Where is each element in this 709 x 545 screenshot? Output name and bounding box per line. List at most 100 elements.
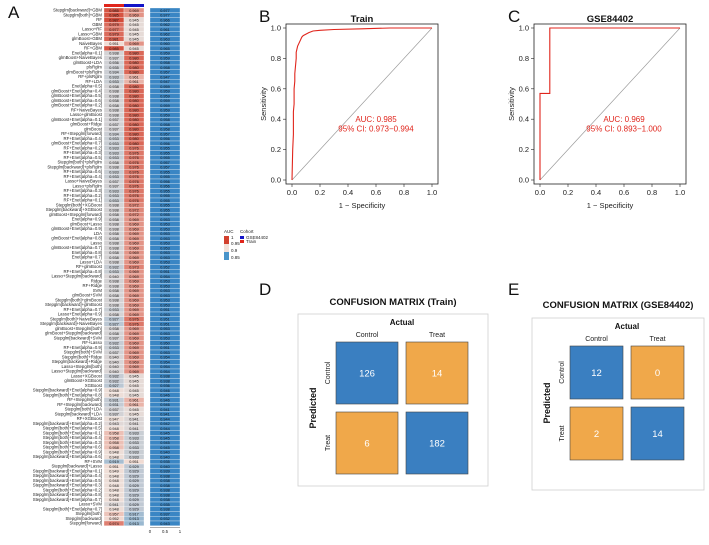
cell-train-value: 0.938 — [109, 303, 119, 307]
auc-heatmap: Stepglm[backward]+GBM 0.985 0.969 0.977 Step… — [33, 4, 182, 534]
bar-mean-value: 0.939 — [160, 470, 170, 474]
row-label: Enet[alpha=0.9] — [72, 217, 102, 222]
cell-gse-value: 0.941 — [129, 427, 139, 431]
bar-mean-value: 0.940 — [160, 465, 170, 469]
bar-mean-value: 0.953 — [160, 218, 170, 222]
row-label: RF+glmBoost — [76, 264, 103, 269]
cell-train-value: 0.933 — [109, 156, 119, 160]
bar-mean-value: 0.946 — [160, 403, 170, 407]
cm-predicted-label: Predicted — [542, 382, 552, 423]
legend-auc-tick-3: 0.9 — [231, 248, 238, 253]
bar-mean-value: 0.945 — [160, 446, 170, 450]
cm-title: CONFUSION MATRIX (GSE84402) — [543, 300, 694, 311]
cell-gse-value: 0.933 — [129, 446, 139, 450]
row-label: RF+Enet[alpha=0.6] — [64, 169, 102, 174]
bar-mean-value: 0.951 — [160, 270, 170, 274]
cm-predicted-label: Predicted — [308, 387, 318, 428]
cell-gse-value: 0.969 — [129, 337, 139, 341]
cell-gse-value: 0.945 — [129, 28, 139, 32]
cell-train-value: 0.938 — [109, 161, 119, 165]
row-label: Stepglm[backward]+Enet[alpha=0.8] — [33, 492, 102, 497]
x-axis-label: 1 − Specificity — [339, 201, 386, 210]
cell-train-value: 0.938 — [109, 99, 119, 103]
row-label: RF+Enet[alpha=0.9] — [64, 345, 102, 350]
cell-gse — [123, 520, 145, 526]
cell-train-value: 0.938 — [109, 327, 119, 331]
y-tick-label: 0.4 — [271, 115, 281, 124]
row-label: Stepglm[backward]+LDA — [55, 411, 103, 416]
cell-train-value: 0.938 — [109, 104, 119, 108]
row-label: NaiveBayes — [79, 41, 102, 46]
row-label: Stepglm[both]+LDA — [65, 407, 103, 412]
cell-gse-value: 0.945 — [129, 389, 139, 393]
row-label: XGBoost — [85, 383, 103, 388]
cell-gse-value: 0.980 — [129, 56, 139, 60]
y-tick-label: 1.0 — [271, 24, 281, 33]
row-label: Stepglm[backward]+Enet[alpha=0.2] — [33, 421, 102, 426]
cell-train-value: 0.933 — [109, 189, 119, 193]
bar-mean-value: 0.956 — [160, 185, 170, 189]
panel-letter-d: D — [259, 280, 271, 299]
cm-cell-value: 2 — [594, 429, 599, 440]
bar-mean-value: 0.955 — [160, 156, 170, 160]
row-label: RF+Enet[alpha=0.5] — [64, 155, 102, 160]
row-label: Stepglm[backward]+Ridge — [52, 359, 103, 364]
cell-train-value: 0.933 — [109, 270, 119, 274]
cell-gse-value: 0.969 — [129, 360, 139, 364]
bar-mean-value: 0.953 — [160, 284, 170, 288]
bar-mean-value: 0.951 — [160, 322, 170, 326]
cell-gse-value: 0.961 — [129, 80, 139, 84]
cell-gse-value: 0.941 — [129, 417, 139, 421]
bar-mean-value: 0.951 — [160, 318, 170, 322]
row-label: RF+Enet[alpha=0.8] — [64, 269, 102, 274]
bar-mean-value: 0.959 — [160, 109, 170, 113]
roc-gse84402-chart: GSE84402 0.0 0.2 0.4 0.6 0.8 1.0 0.0 0.2 0.4 0.6 0.… — [507, 14, 687, 210]
row-label: Stepglm[both]+plsRglm — [57, 160, 102, 165]
row-label: Stepglm[backward]+Enet[alpha=0.1] — [33, 468, 102, 473]
cell-gse-value: 0.969 — [129, 327, 139, 331]
bar-mean-value: 0.956 — [160, 137, 170, 141]
row-label: glmBoost+XGBoost — [64, 378, 102, 383]
cm-cell — [405, 341, 469, 405]
x-tick-label: 0.4 — [591, 188, 601, 197]
cm-cell-value: 0 — [655, 368, 660, 379]
mean-axis-tick: 0 — [149, 529, 152, 534]
cell-train-value: 0.933 — [109, 137, 119, 141]
row-label: glmBoost+Enet[alpha=0.7] — [51, 245, 102, 250]
row-label: Enet[alpha=0.7] — [72, 255, 102, 260]
row-label: Lasso+Stepglm[both] — [62, 364, 103, 369]
cm-cell — [630, 406, 685, 461]
cell-gse-value: 0.945 — [129, 408, 139, 412]
bar-mean-value: 0.953 — [160, 223, 170, 227]
cell-train-value: 0.941 — [109, 503, 119, 507]
cell-gse-value: 0.980 — [129, 118, 139, 122]
x-tick-label: 0.2 — [563, 188, 573, 197]
legend-auc-title: AUC — [224, 229, 234, 234]
cell-train-value: 0.940 — [109, 360, 119, 364]
row-label: Stepglm[backward]+Enet[alpha=0.3] — [33, 483, 102, 488]
bar-mean-value: 0.954 — [160, 365, 170, 369]
bar-mean-value: 0.947 — [160, 75, 170, 79]
cell-gse-value: 0.961 — [129, 398, 139, 402]
cell-train-value: 0.948 — [109, 394, 119, 398]
bar-mean-value: 0.955 — [160, 199, 170, 203]
bar-mean-value: 0.951 — [160, 308, 170, 312]
cell-train-value: 0.948 — [109, 474, 119, 478]
row-label: Stepglm[both]+Enet[alpha=0.4] — [43, 435, 102, 440]
cell-train-value: 0.938 — [109, 251, 119, 255]
bar-mean-value: 0.945 — [160, 436, 170, 440]
cell-train-value: 0.947 — [109, 417, 119, 421]
cm-cell-value: 182 — [429, 439, 445, 450]
row-label: glmBoost+Lasso — [70, 221, 102, 226]
row-label: RF+Enet[alpha=0.7] — [64, 307, 102, 312]
cm-actual-label: Actual — [615, 322, 639, 331]
confusion-matrix-gse84402: CONFUSION MATRIX (GSE84402) Actual Control… — [531, 300, 705, 491]
row-label: Stepglm[both]+Enet[alpha=0.3] — [43, 440, 102, 445]
bar-mean-value: 0.953 — [160, 289, 170, 293]
bar-mean-value: 0.953 — [160, 303, 170, 307]
cell-gse-value: 0.980 — [129, 142, 139, 146]
x-axis-label: 1 − Specificity — [587, 201, 634, 210]
bar-mean-value: 0.946 — [160, 389, 170, 393]
bar-mean-value: 0.941 — [160, 413, 170, 417]
bar-mean-value: 0.954 — [160, 360, 170, 364]
